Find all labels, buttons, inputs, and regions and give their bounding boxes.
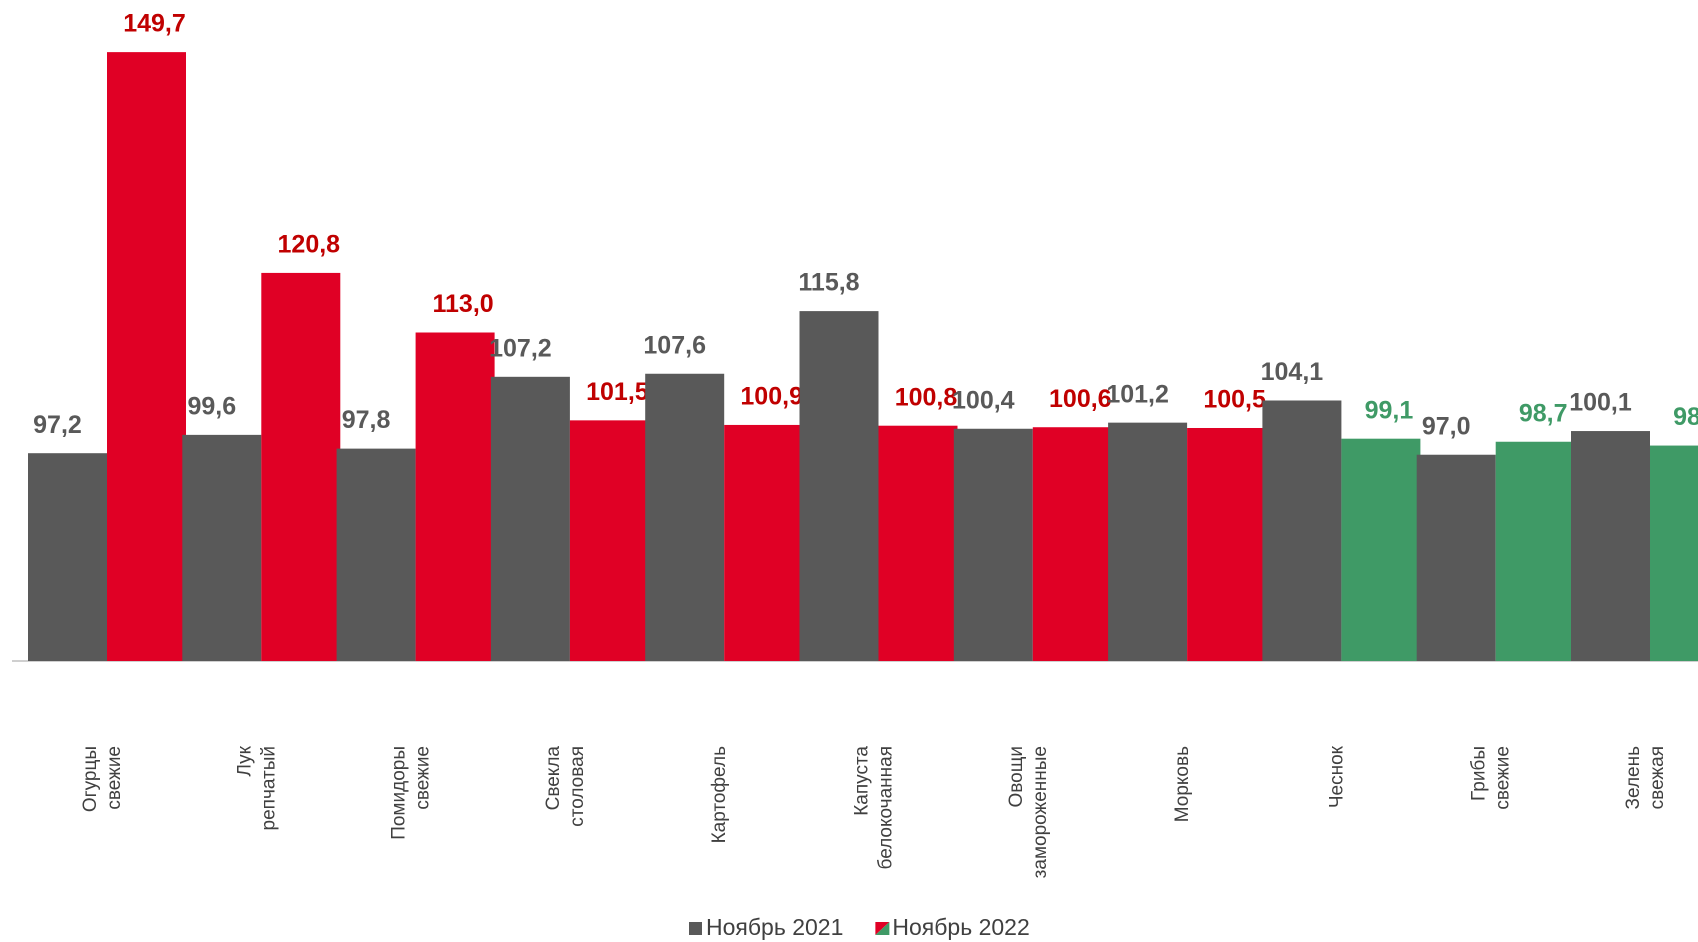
value-label: 97,8 [342, 406, 391, 434]
legend-swatch [689, 922, 702, 935]
value-label: 100,4 [952, 386, 1015, 414]
value-label: 97,0 [1422, 412, 1471, 440]
bar [800, 311, 879, 661]
value-label: 100,8 [895, 383, 958, 411]
value-label: 149,7 [123, 10, 186, 38]
bar [1108, 423, 1187, 661]
value-label: 107,2 [489, 334, 552, 362]
bar [724, 425, 803, 661]
value-label: 99,6 [187, 392, 236, 420]
bar [1341, 439, 1420, 661]
category-label: замороженные [1030, 746, 1051, 878]
category-label: репчатый [258, 746, 279, 830]
category-label: Овощи [1006, 746, 1027, 807]
value-label: 120,8 [278, 231, 341, 259]
value-label: 98,7 [1519, 399, 1568, 427]
bar [28, 453, 107, 661]
category-label: Свекла [543, 746, 564, 811]
legend-label: Ноябрь 2022 [892, 914, 1029, 940]
value-label: 99,1 [1365, 396, 1414, 424]
value-label: 101,2 [1106, 380, 1169, 408]
category-label: Чеснок [1326, 745, 1347, 808]
value-label: 97,2 [33, 411, 82, 439]
bar [182, 435, 261, 661]
value-label: 107,6 [643, 331, 706, 359]
bar [1650, 446, 1698, 661]
value-label: 113,0 [433, 290, 494, 318]
bar [1187, 428, 1266, 661]
bar [645, 374, 724, 661]
category-label: Зелень [1623, 746, 1644, 810]
value-label: 100,6 [1049, 385, 1112, 413]
category-label: свежие [413, 746, 434, 810]
bar [416, 333, 495, 662]
category-label: Морковь [1172, 746, 1193, 822]
bar [570, 420, 649, 661]
category-label: Капуста [852, 746, 873, 816]
category-label: свежие [104, 746, 125, 810]
bar [261, 273, 340, 661]
bar [491, 377, 570, 661]
category-label: Грибы [1469, 746, 1490, 801]
bar [1262, 400, 1341, 661]
bar [879, 426, 958, 661]
bar [107, 52, 186, 661]
value-label: 101,5 [586, 378, 649, 406]
category-label: столовая [567, 746, 588, 827]
bar [1571, 431, 1650, 661]
category-label: свежая [1647, 746, 1668, 809]
category-label: Огурцы [80, 746, 101, 812]
bar [1033, 427, 1112, 661]
bar [1496, 442, 1575, 661]
value-label: 115,8 [798, 269, 859, 297]
category-label: белокочанная [876, 746, 897, 869]
value-label: 100,5 [1203, 386, 1266, 414]
value-label: 98,2 [1673, 403, 1698, 431]
chart: 97,2149,7Огурцысвежие99,6120,8Лукрепчаты… [0, 0, 1698, 942]
category-label: свежие [1493, 746, 1514, 810]
category-label: Помидоры [389, 746, 410, 840]
bar [954, 429, 1033, 661]
value-label: 100,9 [740, 383, 803, 411]
category-label: Картофель [709, 746, 730, 843]
value-label: 104,1 [1261, 358, 1324, 386]
bar [1417, 455, 1496, 661]
bar [337, 449, 416, 661]
category-label: Лук [234, 745, 255, 776]
value-label: 100,1 [1569, 389, 1632, 417]
legend-label: Ноябрь 2021 [706, 914, 843, 940]
